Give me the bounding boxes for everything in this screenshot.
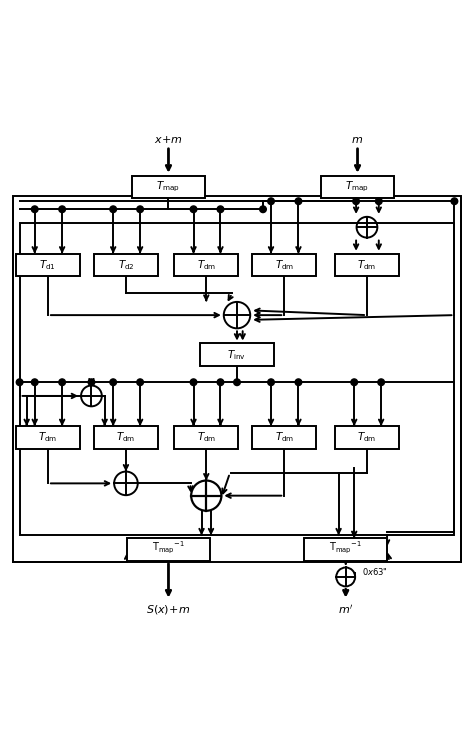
Circle shape (137, 206, 144, 213)
Text: $T_{\rm dm}$: $T_{\rm dm}$ (38, 431, 58, 444)
Text: $T_{\rm dm}$: $T_{\rm dm}$ (274, 258, 294, 272)
Bar (16, 254, 80, 276)
Bar (127, 538, 210, 561)
Text: $T_{\rm dm}$: $T_{\rm dm}$ (197, 431, 216, 444)
Bar (94, 254, 158, 276)
Bar (252, 254, 316, 276)
Bar (19, 224, 455, 535)
Circle shape (353, 198, 359, 204)
Text: $T_{\rm dm}$: $T_{\rm dm}$ (274, 431, 294, 444)
Bar (201, 343, 273, 366)
Circle shape (268, 198, 274, 204)
Text: $0x63$": $0x63$" (362, 566, 388, 577)
Text: $\mathrm{T_{map}}^{-1}$: $\mathrm{T_{map}}^{-1}$ (329, 540, 362, 556)
Bar (132, 176, 205, 199)
Text: $T_{\rm dm}$: $T_{\rm dm}$ (197, 258, 216, 272)
Bar (12, 196, 462, 562)
Circle shape (268, 379, 274, 385)
Circle shape (31, 206, 38, 213)
Bar (335, 254, 399, 276)
Bar (174, 426, 238, 449)
Text: $m$: $m$ (352, 134, 364, 145)
Circle shape (190, 206, 197, 213)
Circle shape (59, 206, 65, 213)
Circle shape (110, 206, 117, 213)
Circle shape (351, 379, 357, 385)
Text: $T_{\rm d2}$: $T_{\rm d2}$ (118, 258, 134, 272)
Circle shape (110, 379, 117, 385)
Text: $T_{\rm map}$: $T_{\rm map}$ (346, 180, 370, 194)
Bar (304, 538, 387, 561)
Bar (16, 426, 80, 449)
Bar (321, 176, 394, 199)
Bar (174, 254, 238, 276)
Circle shape (59, 379, 65, 385)
Circle shape (217, 379, 224, 385)
Circle shape (16, 379, 23, 385)
Circle shape (378, 379, 384, 385)
Text: $T_{\rm d1}$: $T_{\rm d1}$ (39, 258, 56, 272)
Text: $m'$: $m'$ (338, 603, 354, 616)
Text: $x\!+\!m$: $x\!+\!m$ (154, 134, 183, 145)
Bar (252, 426, 316, 449)
Circle shape (88, 379, 95, 385)
Bar (94, 426, 158, 449)
Circle shape (375, 198, 382, 204)
Circle shape (137, 379, 144, 385)
Circle shape (234, 379, 240, 385)
Text: $T_{\rm dm}$: $T_{\rm dm}$ (116, 431, 136, 444)
Text: $\mathrm{T_{map}}^{-1}$: $\mathrm{T_{map}}^{-1}$ (152, 540, 185, 556)
Bar (335, 426, 399, 449)
Text: $T_{\rm dm}$: $T_{\rm dm}$ (357, 431, 377, 444)
Text: $S(x)\!+\!m$: $S(x)\!+\!m$ (146, 603, 191, 616)
Text: $T_{\rm dm}$: $T_{\rm dm}$ (357, 258, 377, 272)
Text: $T_{\rm inv}$: $T_{\rm inv}$ (228, 348, 246, 362)
Circle shape (451, 198, 458, 204)
Circle shape (260, 206, 266, 213)
Circle shape (31, 379, 38, 385)
Circle shape (295, 198, 302, 204)
Circle shape (295, 379, 302, 385)
Circle shape (217, 206, 224, 213)
Text: $T_{\rm map}$: $T_{\rm map}$ (156, 180, 181, 194)
Circle shape (190, 379, 197, 385)
